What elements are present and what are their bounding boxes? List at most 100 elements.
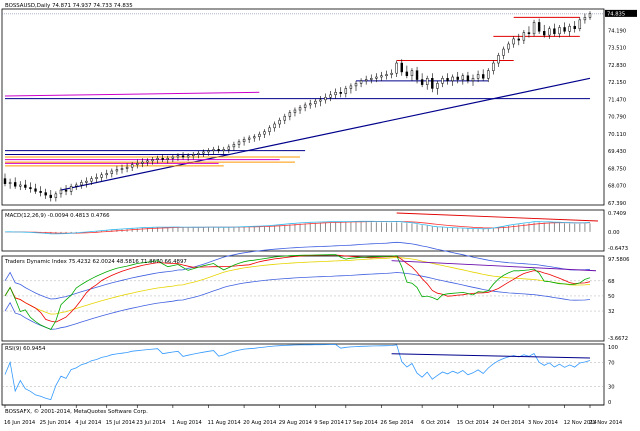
rsi-label: RSI(9) 60.9454 bbox=[5, 346, 46, 352]
candle-body bbox=[527, 32, 531, 35]
price-tick-label: 67.390 bbox=[608, 201, 626, 207]
candle-body bbox=[339, 92, 342, 94]
tdi-tick-label: 32 bbox=[608, 309, 615, 315]
candle-body bbox=[309, 103, 312, 106]
candle-body bbox=[420, 79, 424, 85]
candle-body bbox=[359, 80, 363, 84]
candle-body bbox=[120, 168, 124, 170]
tdi-market-base-line bbox=[4, 256, 591, 315]
date-tick-label: 9 Sep 2014 bbox=[314, 420, 344, 426]
tdi-label: Traders Dynamic Index 75.4232 62.0024 48… bbox=[4, 259, 187, 265]
candle-body bbox=[273, 123, 276, 129]
panel-frame-rsi bbox=[1, 343, 605, 406]
candle-body bbox=[242, 138, 246, 143]
candle-body bbox=[380, 75, 383, 78]
date-tick-label: 3 Nov 2014 bbox=[528, 420, 559, 426]
macd-tick-label: 0.00 bbox=[608, 230, 620, 236]
candle-body bbox=[3, 178, 7, 184]
candle-body bbox=[217, 149, 220, 151]
date-tick-label: 21 Nov 2014 bbox=[589, 420, 623, 426]
candle-body bbox=[461, 75, 465, 80]
candle-body bbox=[466, 75, 470, 82]
rsi-tick-label: 0 bbox=[608, 400, 611, 406]
price-tick-label: 68.070 bbox=[608, 184, 626, 190]
date-tick-label: 15 Jul 2014 bbox=[106, 420, 136, 426]
macd-label: MACD(12,26,9) -0.0094 0.4813 0.4766 bbox=[5, 213, 110, 219]
candle-body bbox=[136, 163, 139, 165]
candle-body bbox=[161, 158, 164, 160]
price-tick-label: 71.470 bbox=[608, 97, 626, 103]
candle-body bbox=[146, 160, 149, 163]
date-tick-label: 23 Jul 2014 bbox=[136, 420, 166, 426]
trend-line bbox=[60, 77, 591, 191]
candle-body bbox=[278, 119, 281, 125]
candle-body bbox=[431, 78, 434, 89]
candle-body bbox=[303, 104, 307, 108]
candle-body bbox=[441, 78, 444, 84]
candle-body bbox=[426, 78, 429, 85]
price-tick-label: 73.510 bbox=[608, 46, 626, 52]
candle-body bbox=[334, 92, 337, 96]
date-tick-label: 4 Jul 2014 bbox=[75, 420, 102, 426]
candle-body bbox=[512, 38, 515, 45]
candle-body bbox=[115, 169, 119, 172]
candle-body bbox=[298, 107, 302, 111]
magenta-line bbox=[4, 91, 260, 97]
candle-body bbox=[59, 189, 63, 195]
date-tick-label: 24 Oct 2014 bbox=[492, 420, 525, 426]
candle-body bbox=[283, 116, 286, 121]
candle-body bbox=[588, 13, 592, 18]
price-tick-label: 74.190 bbox=[608, 28, 626, 34]
candle-body bbox=[375, 76, 378, 79]
candle-body bbox=[100, 174, 103, 178]
candle-body bbox=[207, 150, 210, 153]
candle-body bbox=[197, 152, 200, 155]
candle-body bbox=[344, 88, 348, 94]
macd-tick-label: -0.6473 bbox=[608, 246, 628, 252]
candle-body bbox=[181, 155, 185, 158]
candle-body bbox=[532, 22, 536, 35]
candle-body bbox=[29, 187, 32, 190]
candle-body bbox=[105, 173, 108, 176]
axes: 74.190 73.510 72.830 72.150 71.470 70.790 70.1… bbox=[4, 9, 637, 426]
candle-body bbox=[141, 161, 144, 164]
candle-body bbox=[156, 158, 159, 160]
date-tick-label: 11 Aug 2014 bbox=[207, 420, 241, 426]
date-tick-label: 26 Sep 2014 bbox=[380, 420, 414, 426]
candle-body bbox=[349, 85, 353, 89]
candle-body bbox=[354, 83, 358, 87]
candle-body bbox=[263, 131, 266, 135]
candles bbox=[3, 11, 592, 202]
current-price-label: 74.835 bbox=[607, 11, 625, 17]
candle-body bbox=[314, 100, 317, 104]
price-tick-label: 72.830 bbox=[608, 63, 626, 69]
candle-body bbox=[451, 76, 454, 82]
candle-body bbox=[227, 146, 231, 150]
candle-body bbox=[8, 182, 12, 184]
candle-body bbox=[90, 178, 93, 182]
candle-body bbox=[415, 70, 419, 80]
candle-body bbox=[39, 191, 42, 193]
candle-body bbox=[176, 155, 180, 158]
candle-body bbox=[75, 184, 78, 187]
candle-body bbox=[49, 194, 52, 198]
tdi-tick-label: 50 bbox=[608, 294, 615, 300]
date-tick-label: 1 Aug 2014 bbox=[172, 420, 203, 426]
candle-body bbox=[85, 180, 88, 183]
candle-body bbox=[186, 155, 190, 158]
candle-body bbox=[130, 164, 134, 168]
candle-body bbox=[476, 74, 480, 79]
candle-body bbox=[517, 38, 520, 41]
candle-body bbox=[319, 99, 322, 102]
date-tick-label: 25 Jun 2014 bbox=[40, 420, 72, 426]
panel-frame-main bbox=[1, 8, 605, 206]
candle-body bbox=[69, 185, 73, 192]
candle-body bbox=[24, 184, 27, 188]
candle-body bbox=[578, 19, 582, 29]
candle-body bbox=[405, 71, 409, 76]
rsi-line bbox=[4, 344, 591, 401]
symbol-header: BOSSAUSD,Daily 74.871 74.937 74.733 74.8… bbox=[5, 3, 133, 9]
date-tick-label: 15 Oct 2014 bbox=[457, 420, 490, 426]
